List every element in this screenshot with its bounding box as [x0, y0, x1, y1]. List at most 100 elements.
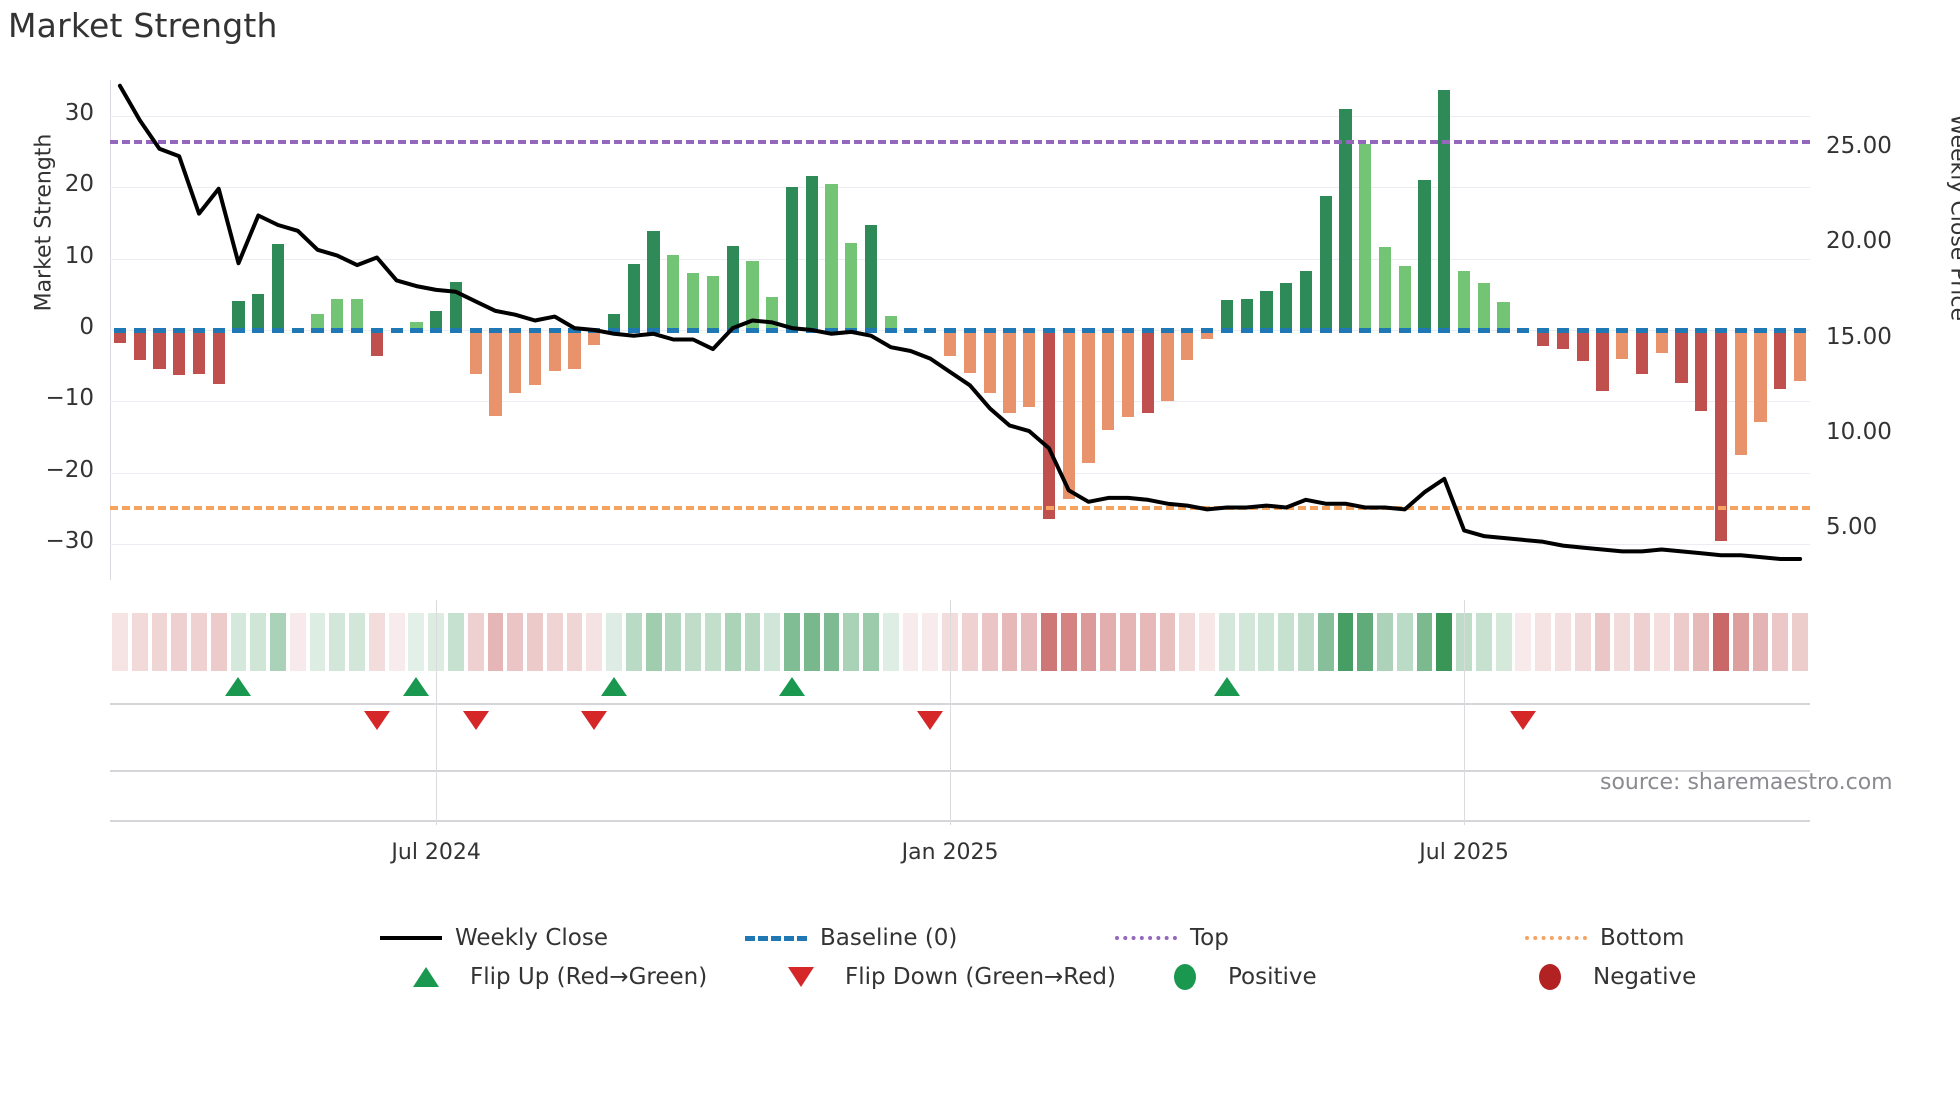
heatmap-cell [1396, 613, 1413, 671]
legend-item-positive[interactable]: Positive [1155, 964, 1317, 990]
heatmap-cell [1218, 613, 1235, 671]
market-strength-bar [212, 330, 225, 384]
heatmap-cell [1792, 613, 1809, 671]
legend-item-negative[interactable]: Negative [1520, 964, 1696, 990]
heatmap-cell [527, 613, 543, 671]
legend-item-flip-down[interactable]: Flip Down (Green→Red) [770, 964, 1116, 990]
legend-label: Baseline (0) [820, 925, 958, 951]
y-axis-right-label: Weekly Close Price [1945, 114, 1960, 321]
page-title: Market Strength [8, 6, 278, 45]
baseline-marker [1576, 328, 1589, 333]
legend-item-weekly-close[interactable]: Weekly Close [380, 925, 608, 951]
heatmap-cell [1199, 613, 1215, 671]
heatmap-cell [1732, 613, 1749, 671]
baseline-marker [1121, 328, 1135, 333]
baseline-marker [548, 328, 561, 333]
baseline-marker [647, 328, 660, 333]
heatmap-cell [1594, 613, 1611, 671]
gridline [110, 544, 1810, 546]
heatmap-cell [744, 613, 761, 671]
legend-label: Positive [1228, 964, 1317, 990]
baseline-marker [746, 328, 759, 333]
flip-down-marker[interactable] [1510, 711, 1537, 730]
market-strength-bar [311, 314, 324, 330]
market-strength-bar [1675, 330, 1688, 383]
heatmap-cell [1238, 613, 1255, 671]
market-strength-bar [1260, 291, 1273, 330]
heatmap-cell [902, 613, 919, 671]
baseline-marker [1082, 328, 1095, 333]
x-axis-tick-label: Jul 2025 [1419, 840, 1509, 865]
market-strength-bar [1596, 330, 1609, 391]
flip-up-marker[interactable] [225, 677, 252, 696]
heatmap-cell [270, 613, 286, 671]
heatmap-cell [1574, 613, 1591, 671]
baseline-marker [627, 328, 640, 333]
baseline-marker [449, 328, 463, 333]
baseline-marker [173, 328, 186, 333]
market-strength-bar [1695, 330, 1708, 411]
flip-down-marker[interactable] [462, 711, 489, 730]
market-strength-bar [1635, 330, 1649, 375]
baseline-marker [252, 328, 265, 333]
market-strength-bar [1339, 109, 1352, 330]
heatmap-cell [784, 613, 800, 671]
market-strength-bar [1062, 330, 1075, 499]
heatmap-cell [1436, 613, 1453, 671]
flip-down-marker[interactable] [917, 711, 944, 730]
flip-up-marker[interactable] [601, 677, 628, 696]
legend-label: Bottom [1600, 925, 1685, 951]
heatmap-cell [566, 613, 583, 671]
heatmap-cell [191, 613, 207, 671]
flip-down-marker[interactable] [581, 711, 608, 730]
heatmap-cell [1653, 613, 1670, 671]
y-axis-left-tick: −30 [45, 528, 94, 555]
baseline-marker [1497, 328, 1510, 333]
gridline [110, 330, 1810, 331]
flip-up-marker[interactable] [1213, 677, 1240, 696]
baseline-marker [390, 328, 403, 333]
market-strength-bar [1023, 330, 1036, 408]
y-axis-right-tick: 25.00 [1826, 132, 1892, 159]
baseline-marker [884, 328, 897, 333]
heatmap-cell [289, 613, 306, 671]
baseline-marker [528, 328, 542, 333]
heatmap-cell [210, 613, 227, 671]
flip-down-marker[interactable] [363, 711, 390, 730]
flip-up-marker[interactable] [778, 677, 805, 696]
market-strength-bar [410, 322, 423, 330]
market-strength-bar [370, 330, 383, 356]
baseline-marker [1754, 328, 1767, 333]
heatmap-cell [1278, 613, 1295, 671]
baseline-marker [1695, 328, 1708, 333]
y-axis-right-tick: 10.00 [1826, 418, 1892, 445]
market-strength-bar [232, 300, 245, 330]
source-caption: source: sharemaestro.com [1600, 770, 1893, 795]
baseline-marker [1635, 328, 1649, 333]
heatmap-cell [309, 613, 326, 671]
baseline-marker [311, 328, 324, 333]
heatmap-cell [230, 613, 247, 671]
heatmap-cell [1673, 613, 1690, 671]
market-strength-bar [588, 330, 601, 345]
legend-item-top[interactable]: Top [1115, 925, 1229, 951]
baseline-marker [1200, 328, 1214, 333]
heatmap-cell [922, 613, 939, 671]
legend-item-bottom[interactable]: Bottom [1525, 925, 1684, 951]
legend-item-flip-up[interactable]: Flip Up (Red→Green) [395, 964, 707, 990]
market-strength-bar [706, 276, 720, 330]
x-axis-tick-line [950, 600, 952, 825]
baseline-marker [1062, 328, 1075, 333]
baseline-marker [1220, 328, 1233, 333]
baseline-marker [766, 328, 779, 333]
market-strength-bar [113, 330, 126, 343]
baseline-marker [1280, 328, 1293, 333]
x-axis-tick-line [1464, 600, 1466, 825]
baseline-marker [706, 328, 720, 333]
baseline-marker [1457, 328, 1471, 333]
baseline-marker [1003, 328, 1016, 333]
baseline-marker [1023, 328, 1036, 333]
legend-item-baseline[interactable]: Baseline (0) [745, 925, 957, 951]
flip-up-marker[interactable] [403, 677, 430, 696]
baseline-marker [864, 328, 878, 333]
